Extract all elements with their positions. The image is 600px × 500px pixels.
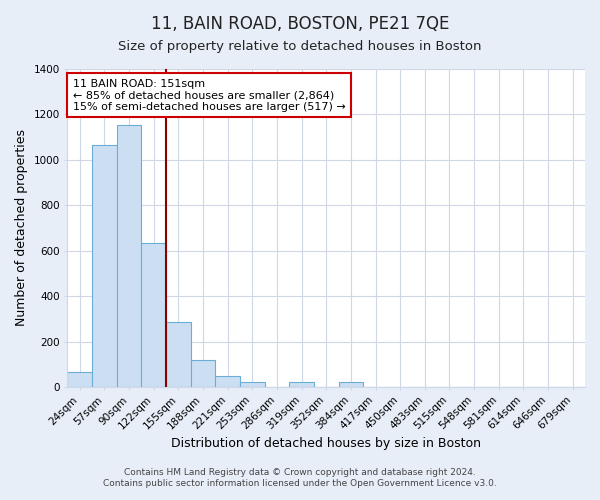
Bar bbox=[67, 372, 92, 387]
Bar bbox=[191, 360, 215, 387]
Y-axis label: Number of detached properties: Number of detached properties bbox=[15, 130, 28, 326]
Bar bbox=[338, 382, 363, 387]
Text: 11 BAIN ROAD: 151sqm
← 85% of detached houses are smaller (2,864)
15% of semi-de: 11 BAIN ROAD: 151sqm ← 85% of detached h… bbox=[73, 78, 346, 112]
Text: 11, BAIN ROAD, BOSTON, PE21 7QE: 11, BAIN ROAD, BOSTON, PE21 7QE bbox=[151, 15, 449, 33]
Bar bbox=[166, 322, 191, 387]
Text: Contains HM Land Registry data © Crown copyright and database right 2024.
Contai: Contains HM Land Registry data © Crown c… bbox=[103, 468, 497, 487]
Bar bbox=[117, 124, 142, 387]
Bar bbox=[92, 145, 117, 387]
X-axis label: Distribution of detached houses by size in Boston: Distribution of detached houses by size … bbox=[171, 437, 481, 450]
Bar bbox=[289, 382, 314, 387]
Bar bbox=[142, 242, 166, 387]
Bar bbox=[240, 382, 265, 387]
Text: Size of property relative to detached houses in Boston: Size of property relative to detached ho… bbox=[118, 40, 482, 53]
Bar bbox=[215, 376, 240, 387]
